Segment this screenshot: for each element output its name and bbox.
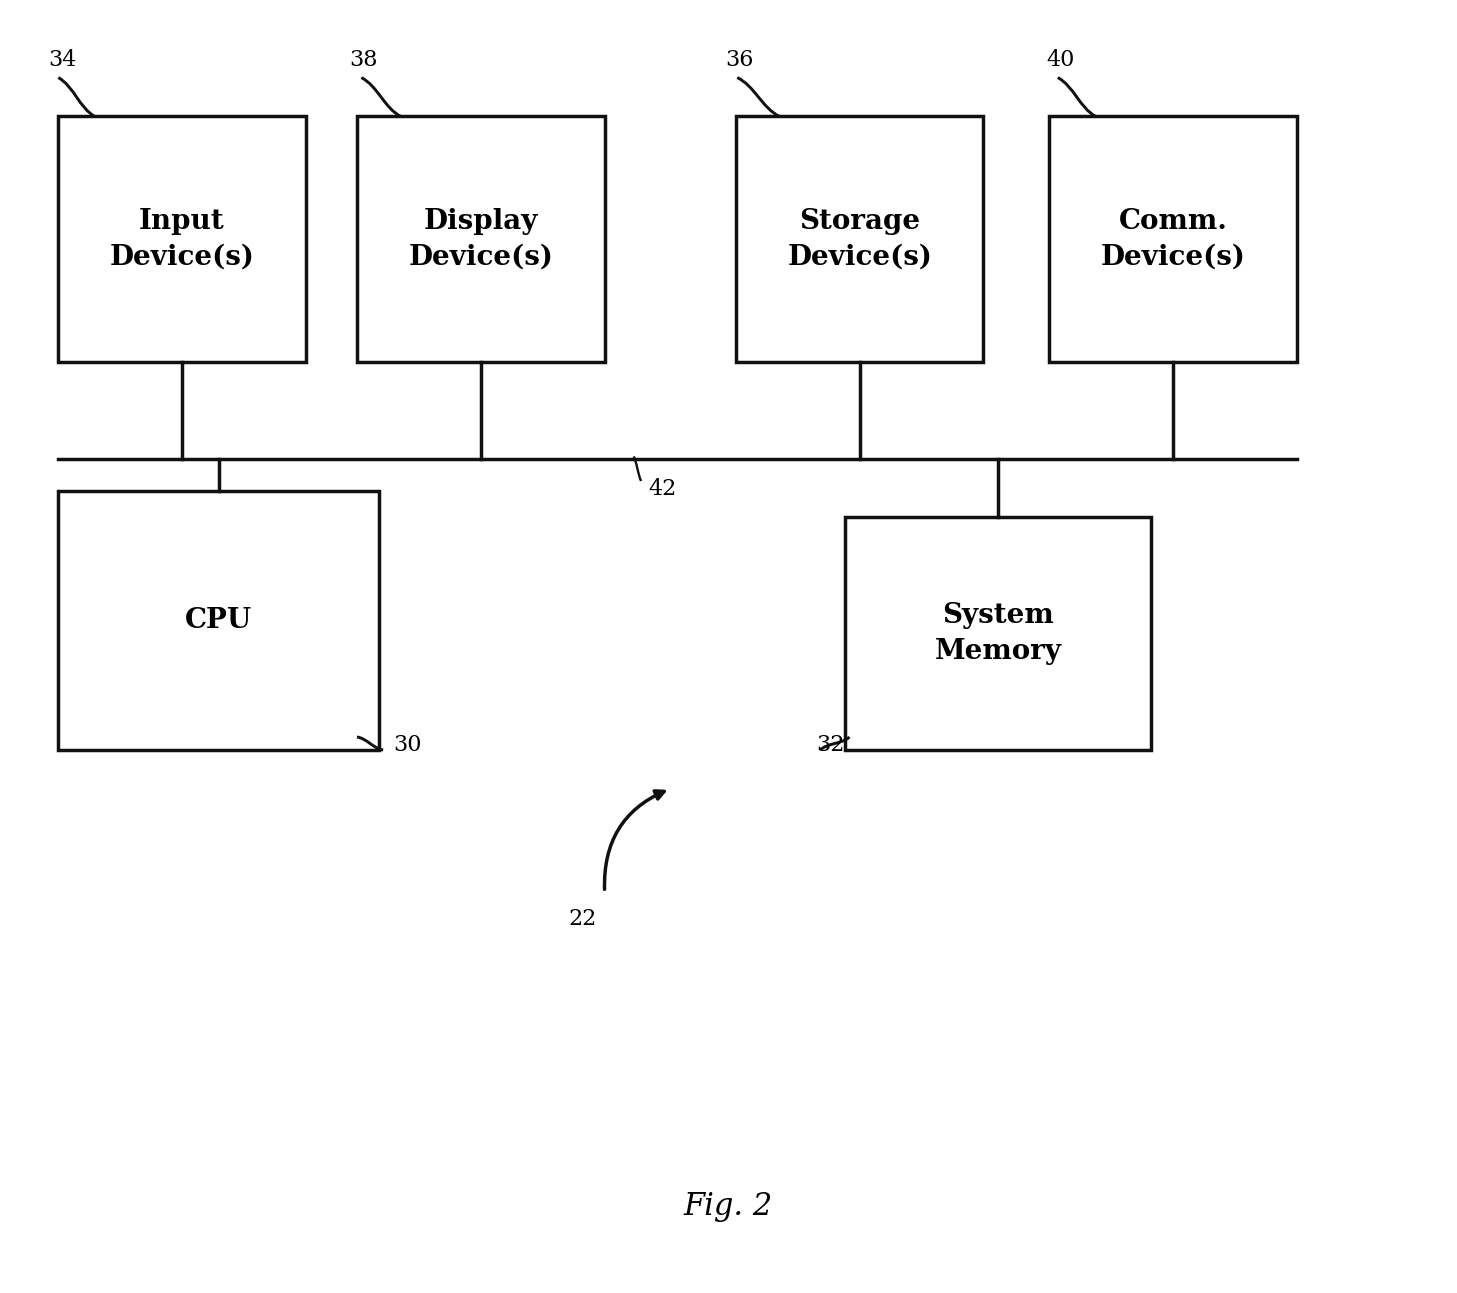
Bar: [58, 491, 379, 750]
Text: Comm.
Device(s): Comm. Device(s): [1100, 208, 1246, 270]
Text: 30: 30: [393, 734, 423, 756]
Bar: [357, 116, 605, 362]
Bar: [845, 517, 1151, 750]
Text: 36: 36: [726, 49, 753, 71]
Text: Display
Device(s): Display Device(s): [408, 208, 554, 270]
Text: System
Memory: System Memory: [934, 603, 1062, 665]
Text: 42: 42: [648, 478, 676, 500]
Bar: [58, 116, 306, 362]
Text: Input
Device(s): Input Device(s): [109, 208, 255, 270]
Bar: [1049, 116, 1297, 362]
Text: Fig. 2: Fig. 2: [683, 1191, 774, 1222]
Text: 32: 32: [816, 734, 844, 756]
Text: 38: 38: [350, 49, 379, 71]
Text: 40: 40: [1046, 49, 1074, 71]
Text: CPU: CPU: [185, 608, 252, 634]
Bar: [736, 116, 983, 362]
Text: Storage
Device(s): Storage Device(s): [787, 208, 932, 270]
Text: 22: 22: [568, 908, 597, 930]
Text: 34: 34: [48, 49, 76, 71]
